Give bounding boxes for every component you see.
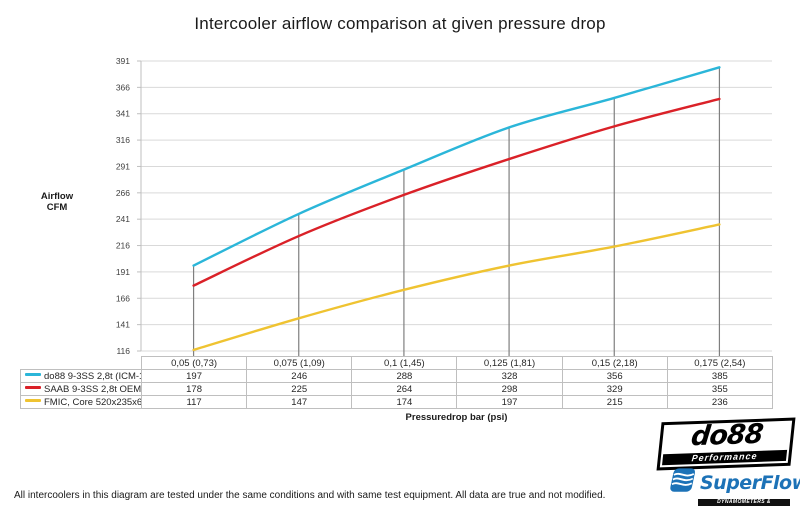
y-tick-label: 316 <box>116 135 130 145</box>
do88-logo-text: do88 <box>689 418 765 453</box>
value-cell: 215 <box>561 395 668 409</box>
y-tick-label: 191 <box>116 267 130 277</box>
category-header-cell: 0,05 (0,73) <box>140 356 248 370</box>
superflow-tagline: DYNAMOMETERS & FLOWBENCHES <box>698 499 790 512</box>
series-name-cell: SAAB 9-3SS 2,8t OEM <box>20 382 142 396</box>
table-series-row: SAAB 9-3SS 2,8t OEM 178 225 264 298 329 355 <box>20 382 773 396</box>
value-cell: 174 <box>351 395 458 409</box>
value-cell: 385 <box>666 369 773 383</box>
value-cell: 329 <box>561 382 668 396</box>
line-chart-plot: 391 366 341 316 291 266 241 216 191 166 141 116 <box>116 56 772 356</box>
series-name-cell: do88 9-3SS 2,8t (ICM-110) <box>20 369 142 383</box>
y-tick-label: 166 <box>116 293 130 303</box>
value-cell: 178 <box>140 382 248 396</box>
series-name-cell: FMIC, Core 520x235x65mm <box>20 395 142 409</box>
category-header-cell: 0,15 (2,18) <box>561 356 668 370</box>
footer-disclaimer: All intercoolers in this diagram are tes… <box>14 490 606 501</box>
value-cell: 298 <box>456 382 563 396</box>
value-cell: 288 <box>351 369 458 383</box>
y-tick-label: 366 <box>116 82 130 92</box>
table-series-row: do88 9-3SS 2,8t (ICM-110)197246288328356… <box>20 369 773 383</box>
value-cell: 264 <box>351 382 458 396</box>
y-tick-label: 266 <box>116 188 130 198</box>
y-tick-label: 216 <box>116 241 130 251</box>
value-cell: 147 <box>246 395 353 409</box>
chart-data-table: 0,05 (0,73) 0,075 (1,09) 0,1 (1,45) 0,125 (… <box>20 356 773 409</box>
value-cell: 355 <box>666 382 773 396</box>
table-corner-blank-cell <box>21 357 142 370</box>
superflow-logo: SuperFlow® DYNAMOMETERS & FLOWBENCHES <box>668 467 800 512</box>
y-axis-title: Airflow CFM <box>28 191 86 213</box>
superflow-logo-text: SuperFlow® <box>700 472 800 494</box>
value-cell: 236 <box>666 395 773 409</box>
value-cell: 225 <box>246 382 353 396</box>
value-cell: 197 <box>456 395 563 409</box>
do88-logo: do88 Performance <box>656 417 796 471</box>
value-cell: 328 <box>456 369 563 383</box>
value-cell: 356 <box>561 369 668 383</box>
legend-key-icon <box>25 386 41 390</box>
category-header-cell: 0,075 (1,09) <box>246 356 353 370</box>
legend-key-icon <box>25 373 41 377</box>
y-tick-label: 141 <box>116 320 130 330</box>
y-tick-label: 291 <box>116 161 130 171</box>
table-header-row: 0,05 (0,73) 0,075 (1,09) 0,1 (1,45) 0,125 (… <box>21 356 773 370</box>
superflow-flow-icon <box>668 467 698 499</box>
y-axis-title-line1: Airflow <box>40 191 74 202</box>
value-cell: 117 <box>140 395 248 409</box>
category-header-cell: 0,125 (1,81) <box>456 356 563 370</box>
category-header-cell: 0,1 (1,45) <box>351 356 458 370</box>
y-tick-label: 116 <box>116 346 130 356</box>
value-cell: 197 <box>140 369 248 383</box>
legend-key-icon <box>25 399 41 403</box>
value-cell: 246 <box>246 369 353 383</box>
series-line-saab-9-3ss-2-8t-oem <box>192 97 721 287</box>
table-series-row: FMIC, Core 520x235x65mm11714717419721523… <box>20 395 773 409</box>
chart-title: Intercooler airflow comparison at given … <box>194 14 606 33</box>
y-axis-title-line2: CFM <box>46 202 68 213</box>
x-axis-title: Pressuredrop bar (psi) <box>405 412 508 423</box>
series-line-do88-9-3ss-2-8t-icm-110- <box>192 66 721 267</box>
category-header-cell: 0,175 (2,54) <box>666 356 773 370</box>
y-tick-label: 341 <box>116 109 130 119</box>
series-line-fmic-core-520x235x65mm <box>192 223 721 352</box>
y-tick-label: 241 <box>116 214 130 224</box>
y-tick-label: 391 <box>116 56 130 66</box>
